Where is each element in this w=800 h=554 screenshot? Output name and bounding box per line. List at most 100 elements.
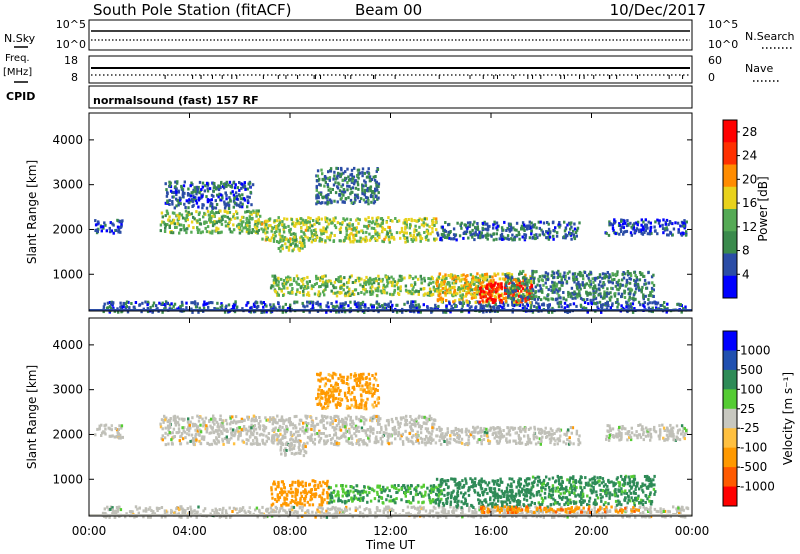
- scatter-cell: [151, 304, 155, 308]
- scatter-cell: [213, 307, 216, 310]
- scatter-cell: [462, 300, 465, 304]
- scatter-cell: [639, 303, 642, 307]
- scatter-cell: [238, 507, 242, 511]
- scatter-cell: [169, 425, 172, 429]
- scatter-cell: [616, 270, 619, 274]
- scatter-cell: [333, 170, 336, 174]
- scatter-cell: [189, 508, 193, 512]
- scatter-cell: [146, 307, 149, 310]
- scatter-cell: [507, 274, 510, 278]
- scatter-cell: [588, 291, 592, 295]
- scatter-cell: [546, 303, 549, 307]
- scatter-cell: [360, 197, 363, 201]
- scatter-cell: [521, 303, 524, 307]
- scatter-cell: [254, 301, 257, 305]
- scatter-cell: [273, 219, 276, 223]
- scatter-cell: [286, 278, 289, 282]
- scatter-cell: [435, 228, 438, 232]
- scatter-cell: [327, 188, 330, 192]
- scatter-cell: [246, 187, 249, 191]
- scatter-cell: [596, 305, 599, 309]
- scatter-cell: [244, 187, 247, 191]
- scatter-cell: [611, 223, 614, 227]
- scatter-cell: [215, 420, 219, 424]
- scatter-cell: [206, 209, 210, 213]
- scatter-cell: [242, 440, 245, 444]
- scatter-cell: [443, 508, 447, 512]
- scatter-cell: [334, 439, 337, 443]
- scatter-cell: [611, 304, 614, 308]
- scatter-cell: [178, 214, 181, 218]
- scatter-cell: [403, 302, 406, 306]
- scatter-cell: [168, 184, 172, 187]
- scatter-cell: [361, 174, 364, 178]
- scatter-cell: [322, 512, 326, 516]
- scatter-cell: [582, 306, 586, 310]
- scatter-cell: [228, 210, 232, 214]
- scatter-cell: [377, 440, 380, 444]
- scatter-cell: [399, 289, 402, 293]
- scatter-cell: [618, 232, 621, 236]
- scatter-cell: [617, 292, 620, 296]
- scatter-cell: [224, 418, 228, 422]
- scatter-cell: [292, 511, 295, 515]
- scatter-cell: [522, 293, 525, 296]
- scatter-cell: [194, 199, 198, 202]
- scatter-cell: [431, 307, 434, 311]
- scatter-cell: [541, 232, 545, 236]
- scatter-cell: [321, 283, 324, 287]
- scatter-cell: [680, 310, 683, 314]
- scatter-cell: [417, 277, 420, 281]
- scatter-cell: [648, 232, 652, 236]
- scatter-cell: [94, 223, 98, 227]
- scatter-cell: [353, 196, 357, 200]
- scatter-cell: [611, 272, 614, 276]
- scatter-cell: [594, 297, 597, 301]
- scatter-cell: [465, 281, 468, 285]
- scatter-cell: [175, 197, 178, 201]
- scatter-cell: [643, 278, 647, 282]
- nsearch-label: N.Search: [745, 30, 795, 43]
- scatter-cell: [517, 294, 521, 298]
- scatter-cell: [578, 283, 581, 287]
- scatter-cell: [174, 185, 177, 189]
- scatter-cell: [513, 235, 517, 239]
- scatter-cell: [146, 303, 149, 307]
- scatter-cell: [342, 288, 345, 292]
- scatter-cell: [225, 180, 228, 184]
- scatter-cell: [384, 285, 387, 289]
- scatter-cell: [484, 295, 488, 299]
- scatter-cell: [116, 509, 119, 513]
- scatter-cell: [451, 512, 455, 516]
- scatter-cell: [443, 280, 446, 284]
- scatter-cell: [291, 222, 294, 226]
- scatter-cell: [324, 218, 327, 221]
- scatter-cell: [639, 512, 642, 515]
- scatter-cell: [619, 227, 622, 231]
- scatter-cell: [625, 280, 629, 284]
- scatter-cell: [622, 222, 625, 226]
- scatter-cell: [640, 290, 643, 294]
- scatter-cell: [281, 310, 284, 314]
- scatter-cell: [330, 221, 333, 225]
- scatter-cell: [585, 274, 589, 278]
- scatter-cell: [164, 443, 167, 447]
- scatter-cell: [377, 182, 381, 186]
- scatter-cell: [114, 515, 117, 519]
- scatter-cell: [180, 300, 184, 304]
- scatter-cell: [292, 232, 295, 236]
- scatter-cell: [215, 226, 218, 230]
- scatter-cell: [457, 288, 460, 292]
- scatter-cell: [363, 508, 366, 512]
- scatter-cell: [570, 232, 573, 235]
- scatter-cell: [322, 515, 326, 519]
- scatter-cell: [609, 291, 612, 295]
- scatter-cell: [342, 282, 346, 286]
- scatter-cell: [459, 287, 462, 291]
- scatter-cell: [414, 224, 417, 228]
- scatter-cell: [329, 167, 333, 171]
- scatter-cell: [621, 283, 624, 287]
- scatter-cell: [631, 310, 635, 314]
- scatter-cell: [469, 273, 473, 277]
- scatter-cell: [542, 302, 545, 306]
